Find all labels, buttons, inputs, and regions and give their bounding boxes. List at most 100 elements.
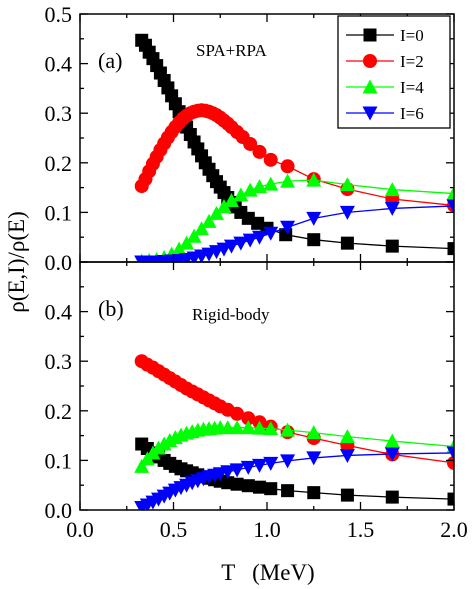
panel-annotation: Rigid-body — [192, 305, 270, 324]
data-point-I2-28 — [252, 144, 267, 159]
data-point-I4-17 — [280, 173, 296, 188]
y-axis-title: ρ(E,I)/ρ(E) — [4, 211, 29, 313]
data-point-I4-21 — [306, 425, 322, 440]
data-point-I2-24 — [447, 455, 454, 470]
data-point-I2-30 — [280, 159, 295, 174]
legend-box — [337, 15, 451, 129]
data-point-I0-32 — [340, 236, 354, 250]
legend-marker-I4 — [362, 79, 378, 94]
legend-label-I0: I=0 — [400, 26, 424, 45]
data-point-I0-21 — [307, 486, 321, 500]
data-point-I2-29 — [263, 152, 278, 167]
data-point-I4-19 — [339, 177, 355, 192]
x-tick-label: 1.5 — [347, 517, 375, 542]
data-point-I6-24 — [446, 446, 454, 461]
data-point-I4-0 — [134, 458, 150, 473]
data-point-I4-20 — [384, 182, 400, 197]
y-tick-label: 0.5 — [45, 2, 73, 27]
y-tick-label: 0.2 — [45, 399, 73, 424]
data-point-I4-16 — [229, 420, 245, 435]
data-point-I6-14 — [242, 233, 258, 248]
data-point-I4-17 — [240, 420, 256, 435]
data-point-I6-15 — [252, 230, 268, 245]
x-axis-title: T (MeV) — [221, 560, 314, 585]
data-point-I6-17 — [240, 460, 256, 475]
data-point-I6-15 — [220, 465, 236, 480]
data-point-I6-16 — [263, 226, 279, 241]
data-point-I4-9 — [201, 213, 217, 228]
data-point-I4-10 — [209, 205, 225, 220]
y-tick-label: 0.3 — [45, 349, 73, 374]
data-point-I0-16 — [230, 477, 244, 491]
data-point-I4-5 — [171, 241, 187, 256]
data-point-I4-13 — [233, 187, 249, 202]
legend-marker-I2 — [363, 54, 377, 68]
series-line-I2 — [141, 360, 454, 464]
legend-label-I2: I=2 — [400, 52, 424, 71]
data-point-I4-12 — [223, 192, 239, 207]
data-point-I4-18 — [306, 172, 322, 187]
data-point-I4-6 — [179, 235, 195, 250]
data-point-I0-23 — [385, 490, 399, 504]
data-point-I4-15 — [252, 179, 268, 194]
data-point-I6-13 — [233, 236, 249, 251]
data-point-I0-24 — [447, 492, 454, 506]
data-point-I4-19 — [263, 421, 279, 436]
data-point-I6-20 — [280, 454, 296, 469]
data-point-I6-21 — [306, 451, 322, 466]
data-point-I6-21 — [446, 199, 454, 214]
y-tick-label: 0.4 — [45, 300, 73, 325]
panel-label: (b) — [98, 296, 124, 321]
data-point-I6-18 — [306, 211, 322, 226]
y-tick-label: 0.1 — [45, 200, 73, 225]
data-point-I6-12 — [223, 239, 239, 254]
plot-area — [134, 354, 454, 510]
data-point-I6-19 — [339, 205, 355, 220]
data-point-I6-16 — [229, 463, 245, 478]
y-tick-label: 0.1 — [45, 448, 73, 473]
data-point-I4-16 — [263, 176, 279, 191]
panel-b: 0.0 0.1 0.2 0.3 0.4 0.0 0.5 1.0 1.5 2.0 (b) Rigid-b… — [45, 261, 468, 542]
panel-a: 0.0 0.1 0.2 0.3 0.4 0.5 (a) SPA+RPA I=0 I=2 I=4 I=6 — [45, 2, 455, 275]
data-point-I0-20 — [281, 484, 295, 498]
y-tick-label: 0.4 — [45, 52, 73, 77]
data-point-I0-33 — [385, 239, 399, 253]
legend-label-I4: I=4 — [400, 78, 424, 97]
data-point-I2-17 — [241, 411, 256, 426]
legend-marker-I0 — [363, 28, 377, 42]
data-point-I6-18 — [252, 458, 268, 473]
data-point-I6-22 — [339, 448, 355, 463]
data-point-I0-18 — [253, 480, 267, 494]
data-point-I4-22 — [339, 429, 355, 444]
legend-label-I6: I=6 — [400, 104, 424, 123]
x-tick-label: 2.0 — [440, 517, 468, 542]
data-point-I6-23 — [384, 447, 400, 462]
data-point-I4-7 — [186, 228, 202, 243]
data-point-I6-17 — [280, 220, 296, 235]
data-point-I0-31 — [307, 233, 321, 247]
data-point-I4-11 — [216, 198, 232, 213]
data-point-I4-20 — [280, 422, 296, 437]
data-point-I4-18 — [252, 420, 268, 435]
y-tick-label: 0.0 — [45, 498, 73, 523]
panel-label: (a) — [98, 48, 122, 73]
data-point-I2-16 — [230, 406, 245, 421]
x-tick-label: 0.0 — [66, 517, 94, 542]
data-point-I6-19 — [263, 456, 279, 471]
data-point-I4-8 — [194, 221, 210, 236]
panel-annotation: SPA+RPA — [196, 41, 267, 60]
data-point-I4-21 — [446, 186, 454, 201]
data-point-I0-34 — [447, 242, 454, 256]
data-point-I2-27 — [243, 136, 258, 151]
y-tick-label: 0.2 — [45, 151, 73, 176]
x-tick-label: 1.0 — [253, 517, 281, 542]
data-point-I6-20 — [384, 201, 400, 216]
x-tick-label: 0.5 — [160, 517, 188, 542]
legend-marker-I6 — [362, 106, 378, 121]
data-point-I0-19 — [264, 482, 278, 496]
data-point-I0-17 — [241, 479, 255, 493]
data-point-I4-23 — [384, 433, 400, 448]
legend: I=0 I=2 I=4 I=6 — [337, 15, 451, 129]
y-tick-label: 0.0 — [45, 250, 73, 275]
